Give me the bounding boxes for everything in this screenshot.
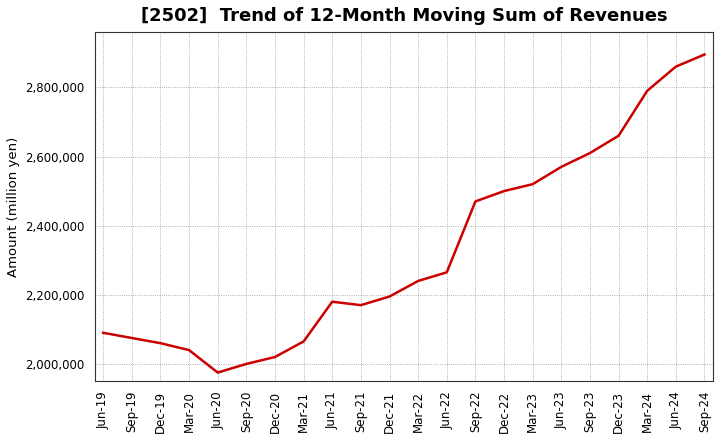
Y-axis label: Amount (million yen): Amount (million yen) (7, 136, 20, 277)
Title: [2502]  Trend of 12-Month Moving Sum of Revenues: [2502] Trend of 12-Month Moving Sum of R… (140, 7, 667, 25)
